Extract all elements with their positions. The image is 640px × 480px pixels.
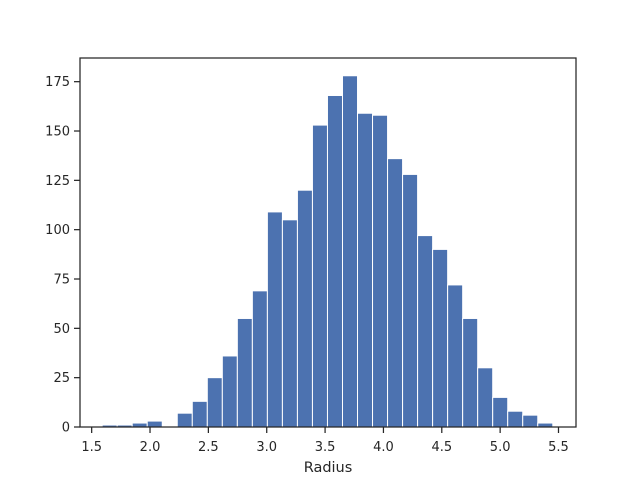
histogram-bar [341,75,359,428]
histogram-bar [357,112,374,428]
histogram-bar [281,219,298,428]
x-tick-label: 5.5 [548,440,569,455]
histogram-bar [402,173,419,428]
x-tick-label: 4.0 [373,440,394,455]
histogram-bar [492,396,509,428]
histogram-bar [146,420,163,428]
bars-group [101,75,554,428]
histogram-bar [326,94,343,428]
y-tick-label: 25 [53,371,70,386]
x-axis-label: Radius [304,460,353,476]
histogram-bar [251,290,268,428]
x-tick-label: 3.0 [256,440,277,455]
x-tick-label: 2.0 [140,440,161,455]
histogram-bar [191,400,208,428]
histogram-bar [296,189,313,428]
histogram-bar [477,367,494,428]
histogram-bar [221,355,238,428]
histogram-bar [311,124,328,428]
x-tick-label: 2.5 [198,440,219,455]
histogram-bar [507,410,524,428]
histogram-bar [432,248,449,428]
histogram-bar [236,317,253,428]
y-tick-label: 75 [53,273,70,288]
x-axis-ticks: 1.5 2.0 2.5 3.0 3.5 4.0 4.5 5.0 5.5 [81,427,569,455]
histogram-bar [417,235,434,428]
axes-frame [79,57,577,428]
y-tick-label: 50 [53,322,70,337]
histogram-bar [372,114,389,428]
y-tick-label: 175 [45,75,70,90]
y-tick-label: 100 [45,223,70,238]
histogram-bar [447,284,464,428]
histogram-bar [387,158,404,428]
histogram-bar [206,377,223,428]
x-tick-label: 1.5 [81,440,102,455]
y-tick-label: 150 [45,125,70,140]
histogram-bar [462,317,479,428]
y-tick-label: 125 [45,174,70,189]
histogram-bar [522,414,539,428]
y-tick-label: 0 [62,421,70,436]
y-axis-ticks: 0 25 50 75 100 125 150 175 [45,75,80,436]
histogram-bar [176,412,193,428]
histogram-bar [266,211,283,428]
x-tick-label: 5.0 [490,440,511,455]
x-tick-label: 4.5 [431,440,452,455]
x-tick-label: 3.5 [315,440,336,455]
